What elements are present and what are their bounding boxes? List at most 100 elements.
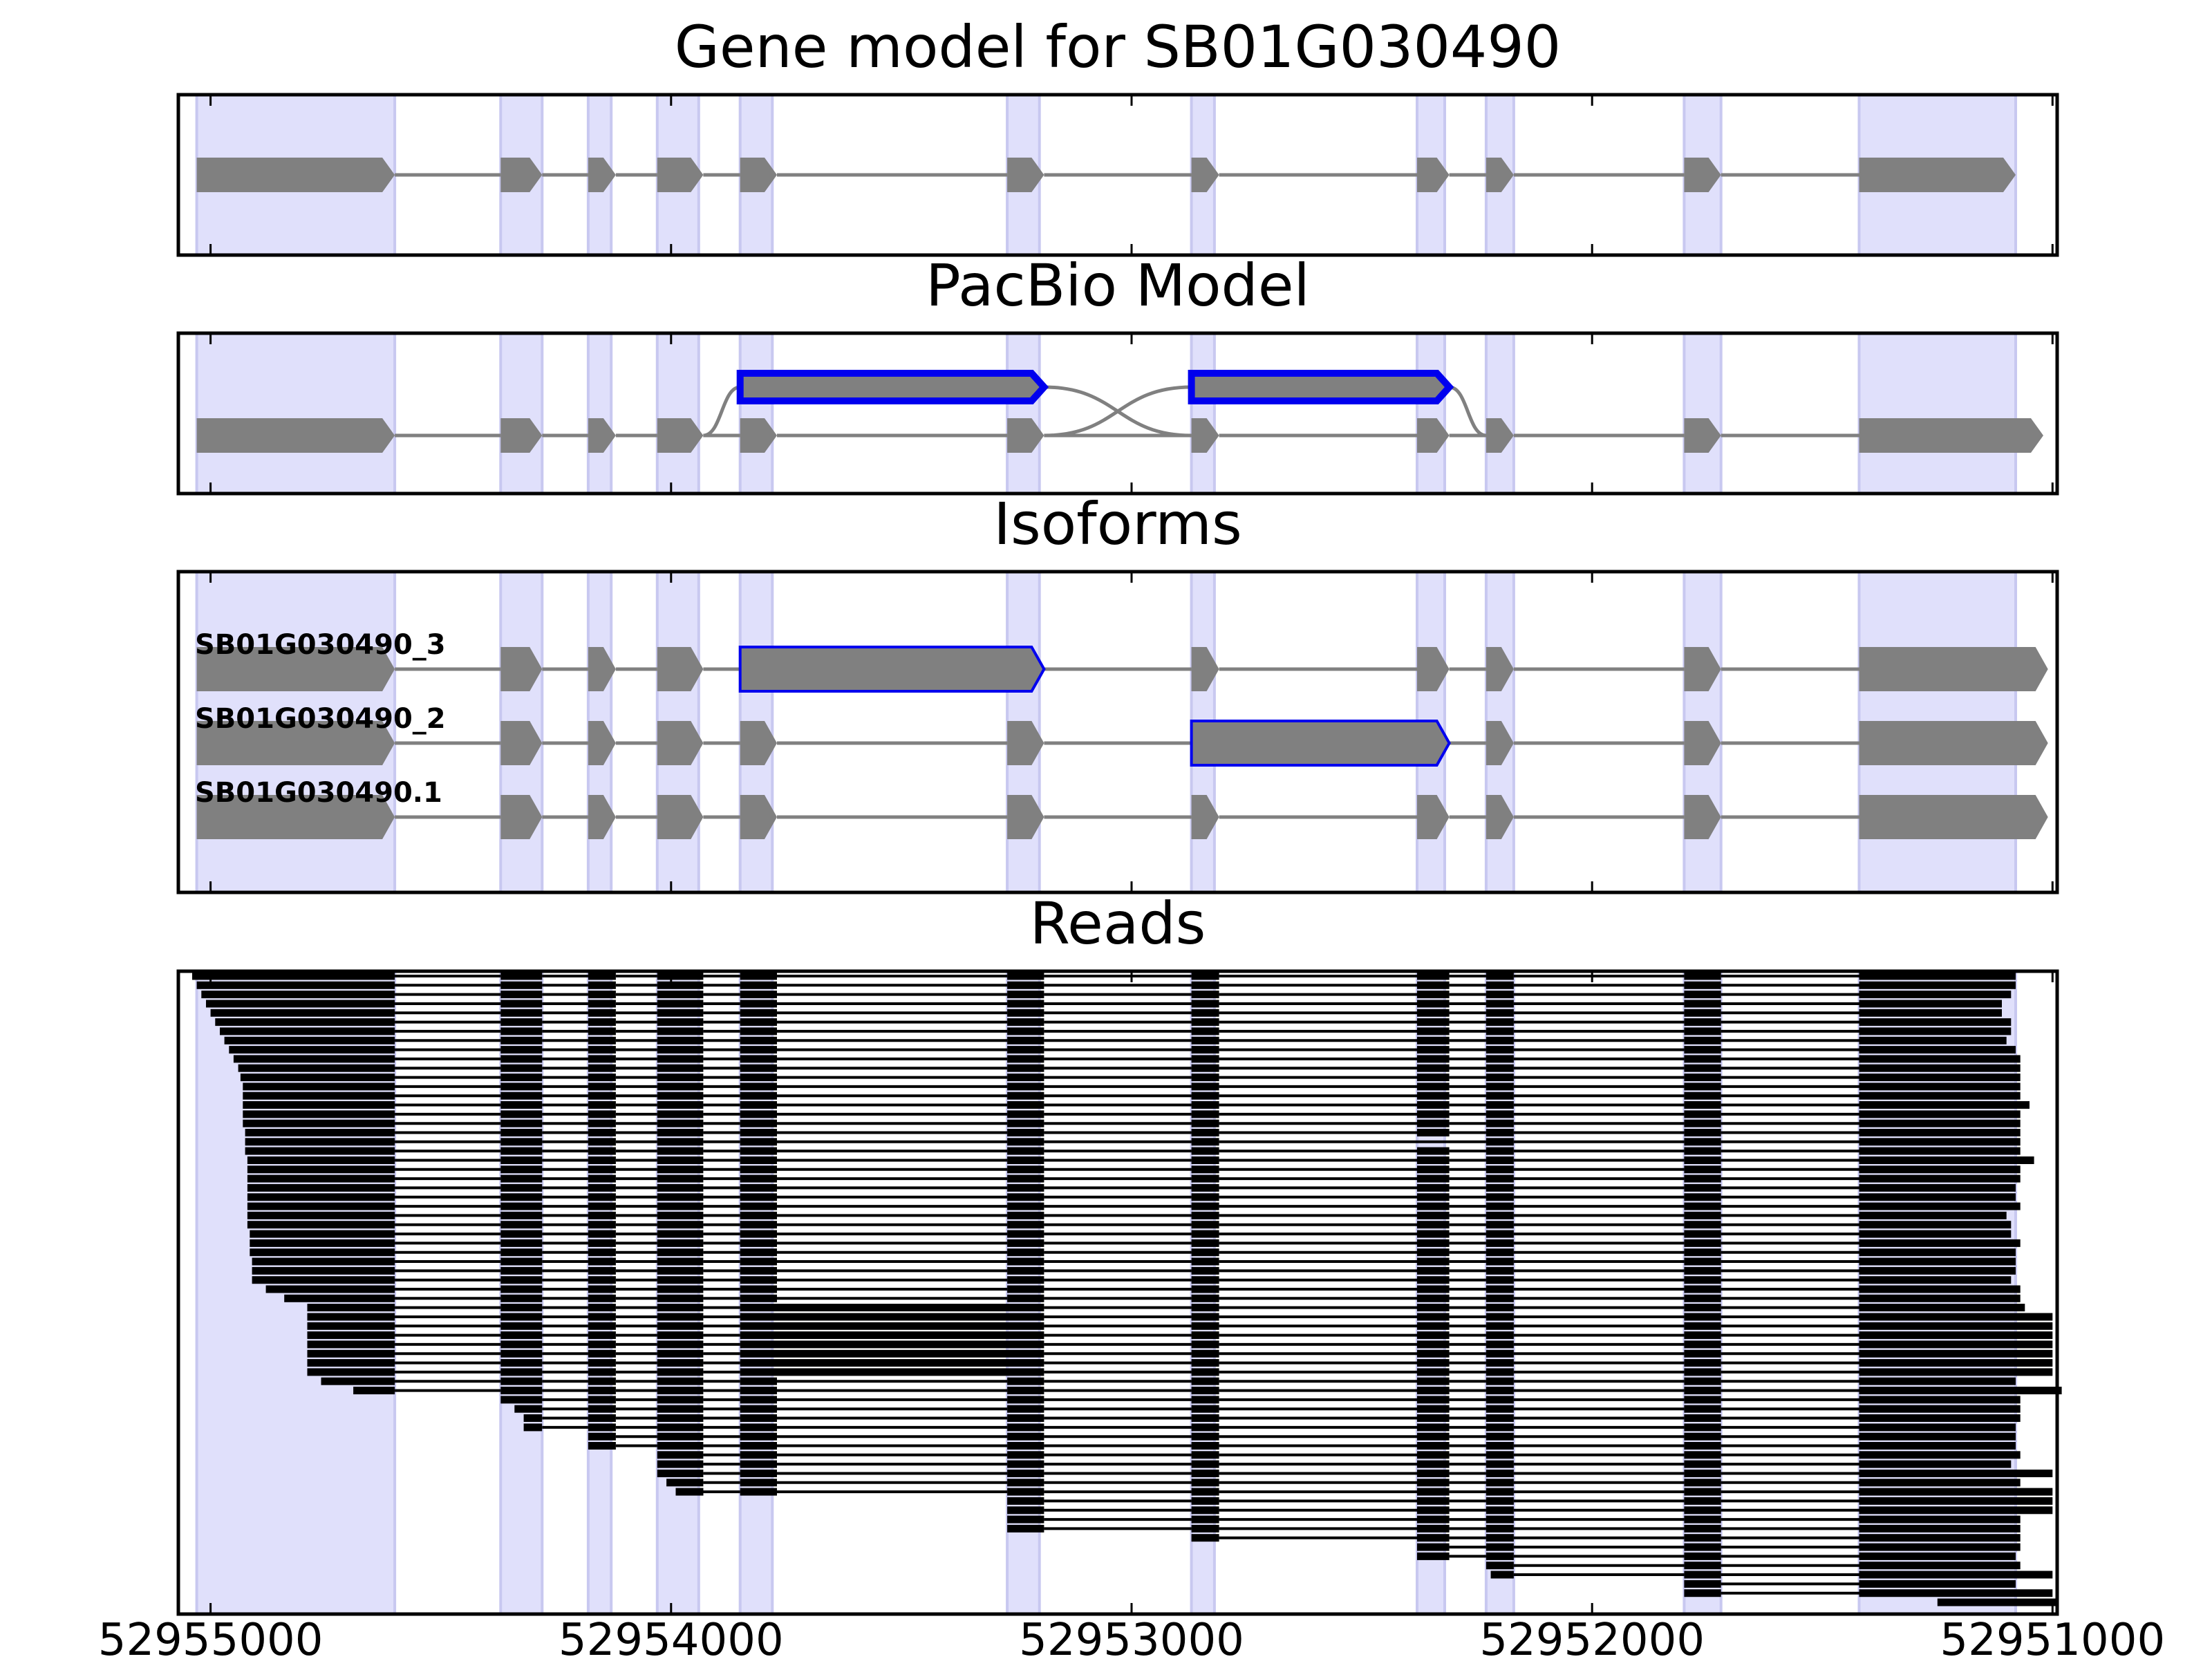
read-block (657, 1027, 704, 1035)
read-block (1859, 1396, 2021, 1404)
read (307, 1368, 2053, 1376)
read-block (1191, 1387, 1219, 1395)
read-block (657, 1257, 704, 1266)
read-block (1485, 1211, 1514, 1219)
read-block (740, 1322, 1044, 1330)
exon-block (1684, 795, 1721, 839)
read-block (500, 1248, 543, 1257)
read-block (657, 1423, 704, 1432)
read-block (523, 1423, 543, 1432)
read-block (500, 1304, 543, 1312)
read-block (1859, 1138, 2021, 1146)
read-block (1684, 1156, 1721, 1164)
read-block (1191, 1101, 1219, 1109)
read-block (1417, 1359, 1450, 1367)
read-block (1007, 1221, 1044, 1229)
read-block (1684, 1524, 1721, 1533)
exon-block (196, 647, 395, 691)
read-block (588, 1304, 616, 1312)
read-block (588, 1156, 616, 1164)
read-block (1485, 1230, 1514, 1238)
read-block (1191, 1515, 1219, 1524)
read-block (1684, 1285, 1721, 1293)
read-block (1684, 1423, 1721, 1432)
read-block (1417, 1524, 1450, 1533)
read-block (1859, 1055, 2021, 1063)
read-block (657, 1387, 704, 1395)
read-block (740, 1257, 777, 1266)
read-block (1417, 1543, 1450, 1551)
read-block (1417, 1313, 1450, 1321)
read-block (1417, 1257, 1450, 1266)
read-block (1859, 1359, 2053, 1367)
read-block (1684, 1183, 1721, 1192)
read-block (588, 1129, 616, 1136)
read-block (500, 1074, 543, 1082)
read-block (588, 1331, 616, 1340)
exon-shading (1416, 332, 1446, 495)
read-block (1007, 1239, 1044, 1247)
read-block (1007, 1018, 1044, 1027)
read-block (588, 1387, 616, 1395)
read-block (657, 1009, 704, 1017)
read (588, 1432, 2016, 1441)
read-block (1485, 1257, 1514, 1266)
exon-shading (1857, 332, 2017, 495)
read-block (1191, 1239, 1219, 1247)
read-block (588, 1147, 616, 1155)
exon-block (500, 795, 543, 839)
read-block (1485, 1562, 1514, 1570)
retained-exon (738, 646, 1046, 693)
read (210, 1009, 2002, 1017)
read-block (740, 1488, 777, 1496)
read-block (1191, 1183, 1219, 1192)
read-block (1007, 1036, 1044, 1044)
read-block (1191, 1285, 1219, 1293)
read-block (1684, 1387, 1721, 1395)
read-block (1859, 1534, 2021, 1542)
read-block (588, 1442, 616, 1450)
read-block (657, 1432, 704, 1441)
read (307, 1304, 2025, 1312)
read-block (500, 1239, 543, 1247)
read-block (588, 1266, 616, 1275)
read-block (657, 1377, 704, 1385)
read-block (500, 1091, 543, 1100)
read (240, 1074, 2021, 1082)
read (307, 1313, 2053, 1321)
read-block (1937, 1598, 2057, 1606)
read-block (1684, 1202, 1721, 1210)
read-block (588, 1221, 616, 1229)
read-block (1684, 1009, 1721, 1017)
read-block (1485, 1110, 1514, 1118)
exon-block (1007, 418, 1044, 453)
read-block (1859, 1202, 2021, 1210)
read-block (740, 1423, 777, 1432)
read (1007, 1515, 2021, 1524)
panel-background (178, 333, 2057, 494)
read-block (1007, 1101, 1044, 1109)
exon-block (1191, 647, 1219, 691)
read-block (1485, 1000, 1514, 1008)
isoform-label: SB01G030490_2 (195, 703, 446, 735)
exon-block (196, 158, 395, 192)
read-block (1417, 1276, 1450, 1284)
read-block (1684, 1432, 1721, 1441)
read-block (1684, 1470, 1721, 1477)
splice-curve (1044, 385, 1192, 438)
read-block (1417, 1396, 1450, 1404)
read-block (1859, 1405, 2021, 1413)
read-block (1191, 1322, 1219, 1330)
read-block (1007, 991, 1044, 999)
read-block (1007, 1524, 1044, 1533)
read-block (1191, 1211, 1219, 1219)
read-block (740, 1082, 777, 1091)
exon-block (657, 418, 704, 453)
read (220, 1027, 2012, 1035)
read-block (657, 1340, 704, 1349)
read-block (1191, 1534, 1219, 1542)
read-block (1007, 1423, 1044, 1432)
read-block (740, 1396, 777, 1404)
read-block (657, 1165, 704, 1174)
